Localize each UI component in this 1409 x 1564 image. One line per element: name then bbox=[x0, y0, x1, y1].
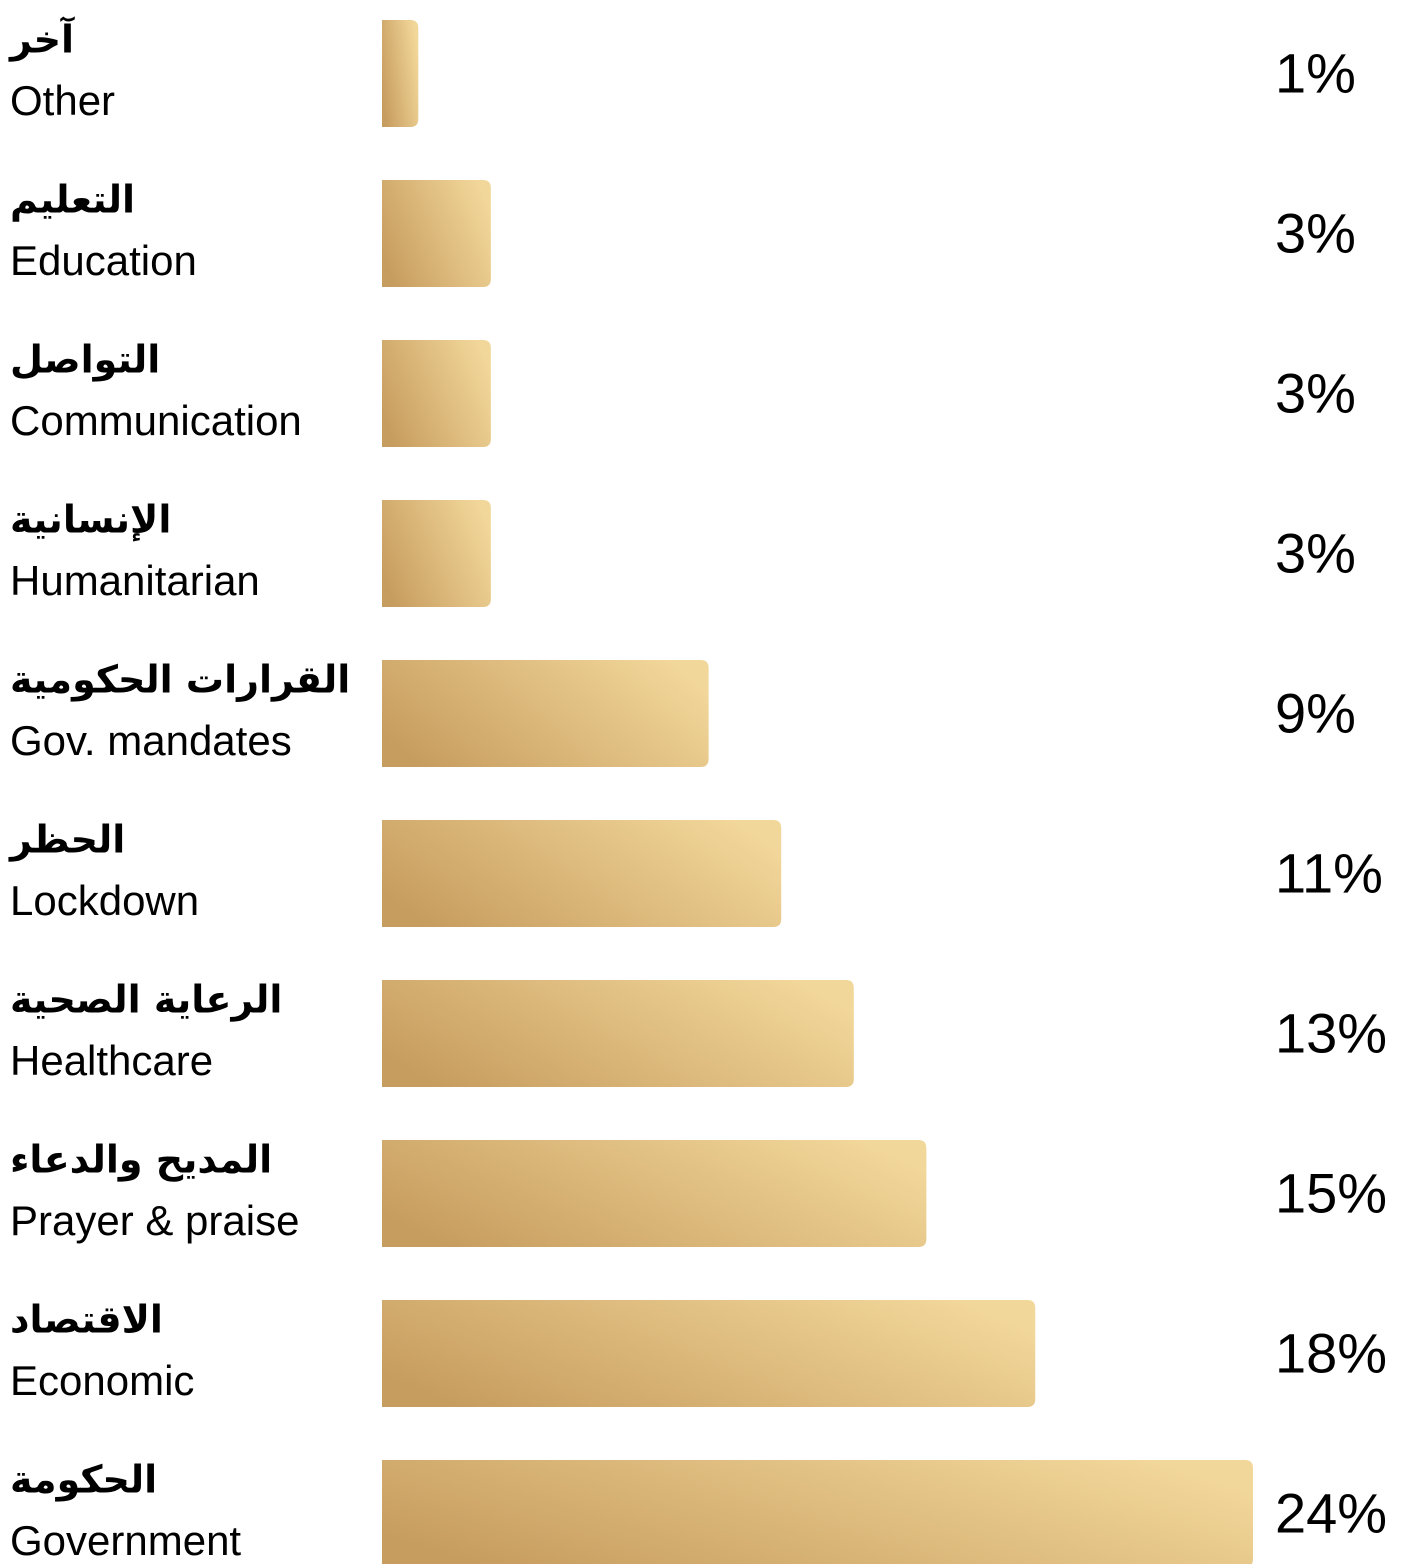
category-label-ar: الحظر bbox=[8, 818, 125, 862]
category-label-ar: القرارات الحكومية bbox=[10, 658, 350, 702]
value-label: 9% bbox=[1275, 681, 1356, 744]
bar bbox=[382, 500, 491, 607]
category-label-ar: المديح والدعاء bbox=[10, 1138, 272, 1183]
bar bbox=[382, 820, 782, 927]
bar bbox=[382, 20, 419, 127]
category-label-ar: التعليم bbox=[10, 178, 135, 223]
bar bbox=[382, 180, 491, 287]
value-label: 1% bbox=[1275, 41, 1356, 104]
category-label-en: Communication bbox=[10, 397, 302, 444]
category-label-ar: الاقتصاد bbox=[10, 1298, 163, 1342]
value-label: 15% bbox=[1275, 1161, 1387, 1224]
value-label: 24% bbox=[1275, 1481, 1387, 1544]
bar bbox=[382, 340, 491, 447]
value-label: 3% bbox=[1275, 521, 1356, 584]
bar bbox=[382, 1460, 1253, 1564]
category-label-en: Healthcare bbox=[10, 1037, 213, 1084]
category-label-en: Prayer & praise bbox=[10, 1197, 299, 1244]
bar bbox=[382, 1300, 1036, 1407]
bar bbox=[382, 660, 709, 767]
category-label-ar: الرعاية الصحية bbox=[10, 978, 282, 1022]
category-label-ar: الحكومة bbox=[10, 1458, 157, 1502]
bar bbox=[382, 980, 854, 1087]
category-label-en: Other bbox=[10, 77, 115, 124]
category-label-en: Education bbox=[10, 237, 197, 284]
bar bbox=[382, 1140, 927, 1247]
category-label-en: Economic bbox=[10, 1357, 194, 1404]
value-label: 18% bbox=[1275, 1321, 1387, 1384]
category-label-en: Government bbox=[10, 1517, 241, 1564]
value-label: 13% bbox=[1275, 1001, 1387, 1064]
category-label-ar: التواصل bbox=[10, 338, 160, 382]
category-label-ar: الإنسانية bbox=[10, 498, 171, 542]
category-label-en: Humanitarian bbox=[10, 557, 260, 604]
value-label: 3% bbox=[1275, 361, 1356, 424]
category-label-ar: آخر bbox=[8, 16, 75, 62]
category-label-en: Lockdown bbox=[10, 877, 199, 924]
value-label: 3% bbox=[1275, 201, 1356, 264]
value-label: 11% bbox=[1275, 841, 1383, 904]
category-label-en: Gov. mandates bbox=[10, 717, 292, 764]
